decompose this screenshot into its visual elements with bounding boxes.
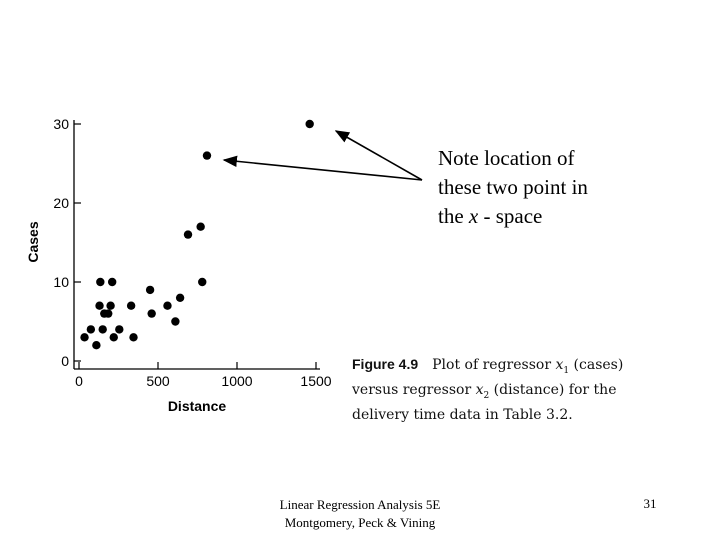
caption-sub-2: 2 bbox=[483, 390, 490, 401]
annotation-line-1: Note location of bbox=[438, 146, 575, 170]
x-tick-label: 0 bbox=[75, 373, 83, 389]
annotation-arrow-1 bbox=[222, 155, 423, 181]
data-point bbox=[106, 301, 115, 310]
data-point bbox=[175, 293, 185, 302]
x-tick-label: 500 bbox=[146, 373, 170, 389]
data-point bbox=[171, 317, 180, 326]
annotation-variable: x bbox=[468, 204, 479, 228]
data-point bbox=[198, 277, 207, 287]
annotation-line-3-prefix: the bbox=[438, 204, 469, 228]
data-point bbox=[98, 325, 107, 334]
footer: Linear Regression Analysis 5E Montgomery… bbox=[250, 496, 470, 532]
data-point bbox=[96, 277, 105, 287]
y-tick-label: 30 bbox=[53, 116, 69, 132]
data-point bbox=[92, 341, 101, 350]
x-tick-label: 1500 bbox=[300, 373, 331, 389]
data-point bbox=[109, 333, 118, 342]
figure-caption: Figure 4.9 Plot of regressor x1 (cases) v… bbox=[352, 355, 652, 425]
data-point bbox=[196, 222, 205, 231]
caption-text-b: (cases) versus regressor bbox=[352, 357, 624, 398]
figure-label: Figure 4.9 bbox=[352, 356, 419, 372]
annotation-line-2: these two point in bbox=[438, 175, 588, 199]
footer-line-2: Montgomery, Peck & Vining bbox=[284, 515, 436, 530]
data-point bbox=[107, 277, 117, 287]
annotation-text: Note location of these two point in the … bbox=[438, 144, 688, 231]
data-point bbox=[95, 301, 104, 310]
caption-var-1: x bbox=[555, 357, 564, 373]
x-axis-title: Distance bbox=[168, 398, 227, 414]
data-point bbox=[80, 333, 89, 342]
footer-line-1: Linear Regression Analysis 5E bbox=[279, 497, 441, 512]
y-tick-label: 20 bbox=[53, 195, 69, 211]
caption-var-2: x bbox=[475, 381, 484, 398]
y-tick-label: 10 bbox=[53, 274, 69, 290]
data-point bbox=[145, 285, 155, 295]
data-point bbox=[305, 119, 314, 129]
annotation-arrow-2 bbox=[334, 130, 423, 181]
data-point bbox=[147, 309, 156, 318]
y-axis-title: Cases bbox=[25, 221, 41, 262]
data-point bbox=[202, 151, 212, 160]
data-point bbox=[115, 325, 124, 334]
caption-sub-1: 1 bbox=[563, 365, 570, 376]
data-point bbox=[183, 230, 193, 239]
caption-text-c: (distance) for the delivery time data in… bbox=[352, 381, 617, 423]
data-point bbox=[104, 309, 113, 318]
annotation-line-3: the x - space bbox=[438, 202, 688, 231]
x-tick-label: 1000 bbox=[221, 373, 252, 389]
data-point bbox=[163, 301, 172, 310]
data-point bbox=[129, 333, 138, 342]
annotation-line-3-suffix: - space bbox=[478, 204, 543, 228]
y-tick-label: 0 bbox=[61, 353, 69, 369]
data-point bbox=[86, 325, 96, 334]
page-number: 31 bbox=[643, 496, 657, 511]
caption-text-a: Plot of regressor bbox=[432, 357, 556, 373]
data-point bbox=[126, 301, 136, 310]
